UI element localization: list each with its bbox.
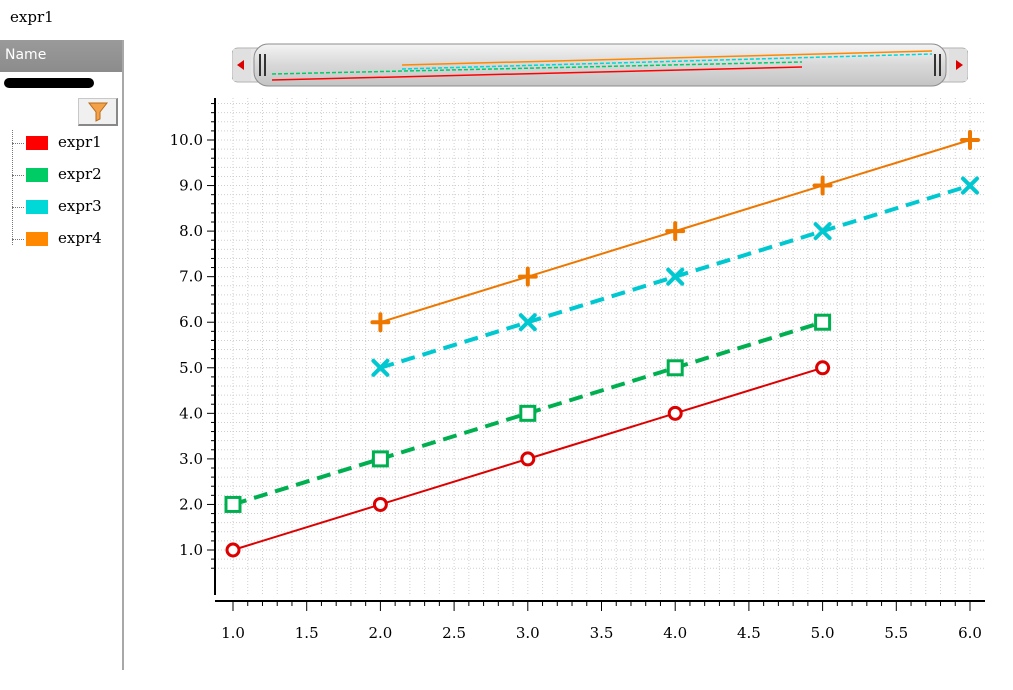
x-tick-label: 1.5 <box>295 624 319 642</box>
scroll-thumb[interactable] <box>253 43 947 87</box>
data-point <box>518 313 537 332</box>
data-point <box>517 266 538 287</box>
data-point <box>370 312 391 333</box>
series-expr2 <box>224 313 832 513</box>
x-tick-label: 3.0 <box>516 624 540 642</box>
right-arrow-icon <box>956 60 963 70</box>
right-arrow-button[interactable] <box>949 49 967 81</box>
chart-series <box>224 130 980 558</box>
funnel-icon <box>87 102 109 122</box>
legend-label: expr4 <box>58 229 102 247</box>
chart-grid <box>215 98 985 595</box>
legend-swatch <box>26 232 48 246</box>
tree-branch <box>12 143 24 144</box>
data-point <box>519 404 537 422</box>
header-resize-bar <box>4 78 94 88</box>
series-line <box>232 366 823 551</box>
y-tick-label: 2.0 <box>179 495 203 513</box>
data-point <box>814 313 832 331</box>
data-point <box>224 495 242 513</box>
legend-swatch <box>26 136 48 150</box>
data-point <box>371 450 389 468</box>
window-title: expr1 <box>10 8 54 26</box>
legend-item-expr2[interactable]: expr2 <box>12 164 122 186</box>
legend-item-expr1[interactable]: expr1 <box>12 132 122 154</box>
legend-label: expr2 <box>58 165 102 183</box>
data-point <box>666 267 685 286</box>
y-tick-label: 4.0 <box>179 404 203 422</box>
legend-swatch <box>26 168 48 182</box>
y-tick-label: 6.0 <box>179 313 203 331</box>
x-tick-label: 2.5 <box>442 624 466 642</box>
x-tick-label: 6.0 <box>958 624 982 642</box>
series-expr4 <box>370 130 980 333</box>
legend-item-expr4[interactable]: expr4 <box>12 228 122 250</box>
data-point <box>666 359 684 377</box>
y-tick-label: 1.0 <box>179 541 203 559</box>
data-point <box>225 542 241 558</box>
data-point <box>667 405 683 421</box>
series-expr3 <box>371 176 979 377</box>
x-tick-label: 3.5 <box>590 624 614 642</box>
data-point <box>815 360 831 376</box>
x-tick-label: 4.5 <box>737 624 761 642</box>
name-column-header[interactable]: Name <box>0 40 122 72</box>
left-arrow-button[interactable] <box>233 49 251 81</box>
data-point <box>961 176 979 195</box>
legend-label: expr1 <box>58 133 102 151</box>
y-tick-label: 3.0 <box>179 450 203 468</box>
data-point <box>520 451 536 467</box>
data-point <box>812 175 833 196</box>
series-line <box>380 139 971 324</box>
grip-icon <box>259 54 941 76</box>
tree-branch <box>12 239 24 240</box>
data-point <box>372 496 388 512</box>
overview-scrollbar[interactable] <box>232 42 968 88</box>
data-point <box>665 221 686 242</box>
legend-swatch <box>26 200 48 214</box>
tree-branch <box>12 207 24 208</box>
legend-label: expr3 <box>58 197 102 215</box>
overview-lines <box>271 50 933 81</box>
tree-branch <box>12 175 24 176</box>
data-point <box>371 358 390 377</box>
y-tick-label: 5.0 <box>179 359 203 377</box>
series-line <box>232 320 824 507</box>
left-arrow-icon <box>237 60 244 70</box>
y-tick-label: 10.0 <box>170 131 203 149</box>
y-tick-label: 8.0 <box>179 222 203 240</box>
data-point <box>960 130 980 150</box>
legend-item-expr3[interactable]: expr3 <box>12 196 122 218</box>
series-expr1 <box>225 360 831 558</box>
tree-connector <box>12 130 14 245</box>
x-tick-label: 5.0 <box>811 624 835 642</box>
x-tick-label: 2.0 <box>368 624 392 642</box>
y-tick-label: 9.0 <box>179 177 203 195</box>
x-tick-label: 1.0 <box>221 624 245 642</box>
x-tick-label: 4.0 <box>663 624 687 642</box>
legend-sidebar: Name expr1 expr2 expr3 expr4 <box>0 40 124 670</box>
data-point <box>813 222 832 241</box>
series-line <box>379 183 971 370</box>
y-tick-label: 7.0 <box>179 268 203 286</box>
chart-axes: 1.0 2.0 3.0 4.0 5.0 6.0 7.0 8.0 9.0 10.0 1.0 1.5 2.0… <box>170 98 985 642</box>
filter-button[interactable] <box>78 98 118 126</box>
x-tick-label: 5.5 <box>884 624 908 642</box>
